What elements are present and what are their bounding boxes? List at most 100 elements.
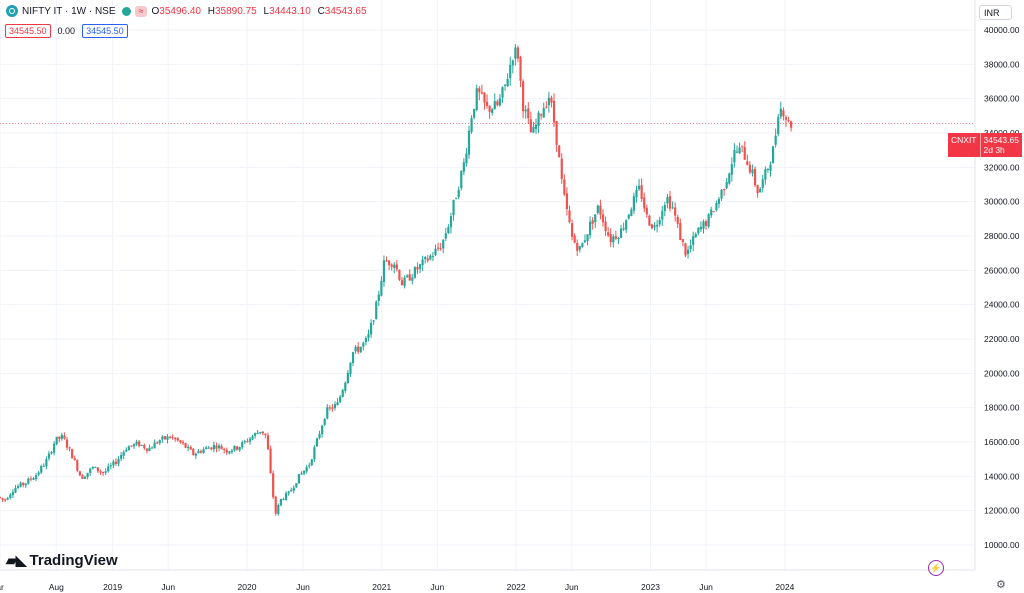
candle-body [45,459,48,467]
candle-body [302,470,306,474]
candle-body [774,135,777,145]
last-price-ticker: CNXIT [951,135,977,145]
candle-body [475,88,478,110]
y-tick-label: 22000.00 [984,334,1020,344]
candle-body [197,451,200,454]
candle-body [73,458,76,461]
candle-body [63,435,66,439]
gear-icon[interactable]: ⚙ [996,579,1006,591]
symbol-logo-icon [6,5,18,17]
candle-body [418,264,422,269]
candle-body [357,346,360,352]
candle-body [318,433,321,439]
candle-body [408,274,411,281]
candle-body [552,100,556,123]
candle-body [130,445,133,447]
ask-price-box[interactable]: 34545.50 [82,24,128,38]
candle-body [344,382,347,391]
candle-body [235,446,239,450]
candle-body [339,396,342,403]
bid-price-box[interactable]: 34545.50 [5,24,51,38]
candle-body [86,472,89,477]
candle-body [22,482,25,485]
candle-body [341,390,344,397]
tradingview-logo-icon: ▰◣ [6,552,27,568]
candle-body [372,320,375,322]
candle-body [501,87,504,98]
candle-body [207,447,210,449]
candle-body [6,498,9,500]
candle-body [511,60,514,66]
candle-body [9,494,12,499]
candle-body [228,451,231,454]
candle-body [65,439,69,448]
candle-body [413,267,416,278]
candle-body [71,449,74,459]
currency-selector[interactable]: INR [979,5,1012,20]
candle-body [89,468,92,473]
candle-body [205,447,208,450]
last-price-block: 34543.65 2d 3h [979,133,1022,157]
candle-body [622,228,625,230]
candle-body [254,433,257,436]
candle-body [163,436,167,440]
candle-body [666,197,669,204]
symbol-legend: NIFTY IT · 1W · NSE ≈ O35496.40 H35890.7… [6,5,371,17]
candle-body [256,432,259,434]
price-axis[interactable]: 10000.00 12000.00 14000.00 16000.00 18000.00… [984,25,1020,550]
candle-body [491,109,494,113]
candle-body [277,505,280,514]
x-tick-label: Jun [161,582,175,592]
candle-body [411,277,414,281]
candle-body [779,108,782,117]
candle-body [50,452,53,454]
candle-body [730,164,733,175]
candle-body [274,496,277,514]
candle-body [640,185,643,199]
y-tick-label: 10000.00 [984,540,1020,550]
candle-body [668,196,672,209]
candle-body [697,227,700,234]
candle-body [382,260,386,283]
candle-body [395,264,398,270]
candle-body [150,447,154,449]
candle-body [323,419,326,425]
candle-body [297,474,301,484]
candle-body [181,441,185,444]
candle-body [630,209,633,216]
candle-body [753,168,757,186]
candlestick-series[interactable] [0,44,793,516]
candle-body [336,402,339,406]
candle-body [328,407,331,409]
candle-body [607,232,610,236]
candle-body [40,466,43,473]
candle-body [478,88,481,93]
green-dot-icon [121,6,131,16]
candle-body [27,478,30,484]
candle-body [16,486,20,489]
lightning-icon[interactable]: ⚡ [928,560,944,576]
candle-body [583,240,587,243]
tradingview-logo[interactable]: ▰◣ TradingView [6,552,118,569]
candle-body [653,225,656,228]
candle-body [661,210,664,220]
data-status-badge[interactable]: ≈ [134,5,148,17]
y-tick-label: 20000.00 [984,368,1020,378]
candle-body [537,112,540,126]
y-tick-label: 14000.00 [984,471,1020,481]
candle-body [326,407,329,419]
candle-body [485,101,489,106]
candle-body [24,483,27,486]
candle-body [717,198,721,204]
x-tick-label: 2022 [507,582,526,592]
candle-body [375,301,378,320]
symbol-title[interactable]: NIFTY IT · 1W · NSE [22,5,116,17]
y-tick-label: 12000.00 [984,506,1020,516]
candle-body [184,443,187,448]
candle-body [91,466,94,469]
candle-body [674,207,677,216]
candle-body [109,465,112,467]
candle-body [614,236,617,239]
time-axis[interactable]: ar Aug 2019 Jun 2020 Jun 2021 Jun 2022 Jun 2023 Jun… [0,582,795,592]
